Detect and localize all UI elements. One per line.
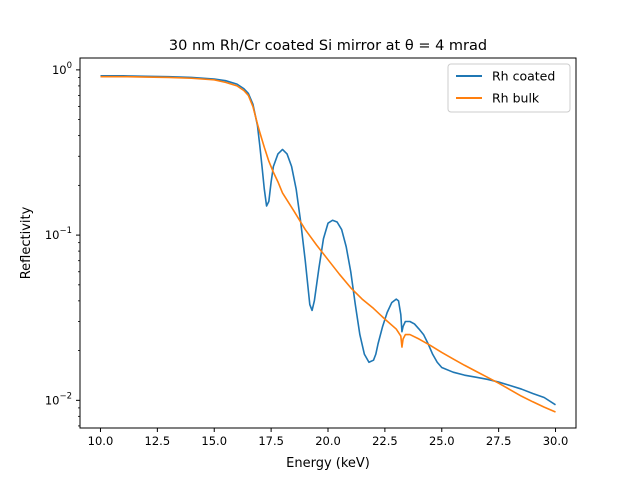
- legend: Rh coated Rh bulk: [447, 63, 571, 113]
- chart-title: 30 nm Rh/Cr coated Si mirror at θ = 4 mr…: [169, 38, 487, 54]
- y-tick-label: 10−1: [45, 226, 72, 242]
- series-line-0: [100, 75, 556, 406]
- x-tick-label: 25.0: [429, 434, 455, 448]
- x-tick-label: 17.5: [258, 434, 284, 448]
- x-axis: 10.0 12.5 15.0 17.5 20.0 22.5 25.0 27.5 30.0: [88, 428, 569, 448]
- series-line-1: [100, 75, 556, 413]
- x-axis-label: Energy (keV): [286, 456, 370, 471]
- y-axis: 10−2 10−1 100: [45, 61, 80, 427]
- x-tick-label: 20.0: [315, 434, 341, 448]
- series-layer: [100, 75, 556, 413]
- y-tick-label: 10−2: [45, 391, 72, 407]
- x-tick-label: 27.5: [486, 434, 512, 448]
- legend-label-0: Rh coated: [492, 69, 555, 84]
- y-tick-label: 100: [52, 61, 72, 77]
- x-tick-label: 12.5: [145, 434, 171, 448]
- x-tick-label: 30.0: [543, 434, 569, 448]
- x-tick-label: 22.5: [372, 434, 398, 448]
- y-axis-label: Reflectivity: [19, 206, 34, 279]
- x-tick-label: 10.0: [88, 434, 114, 448]
- x-tick-label: 15.0: [201, 434, 227, 448]
- legend-label-1: Rh bulk: [492, 91, 540, 106]
